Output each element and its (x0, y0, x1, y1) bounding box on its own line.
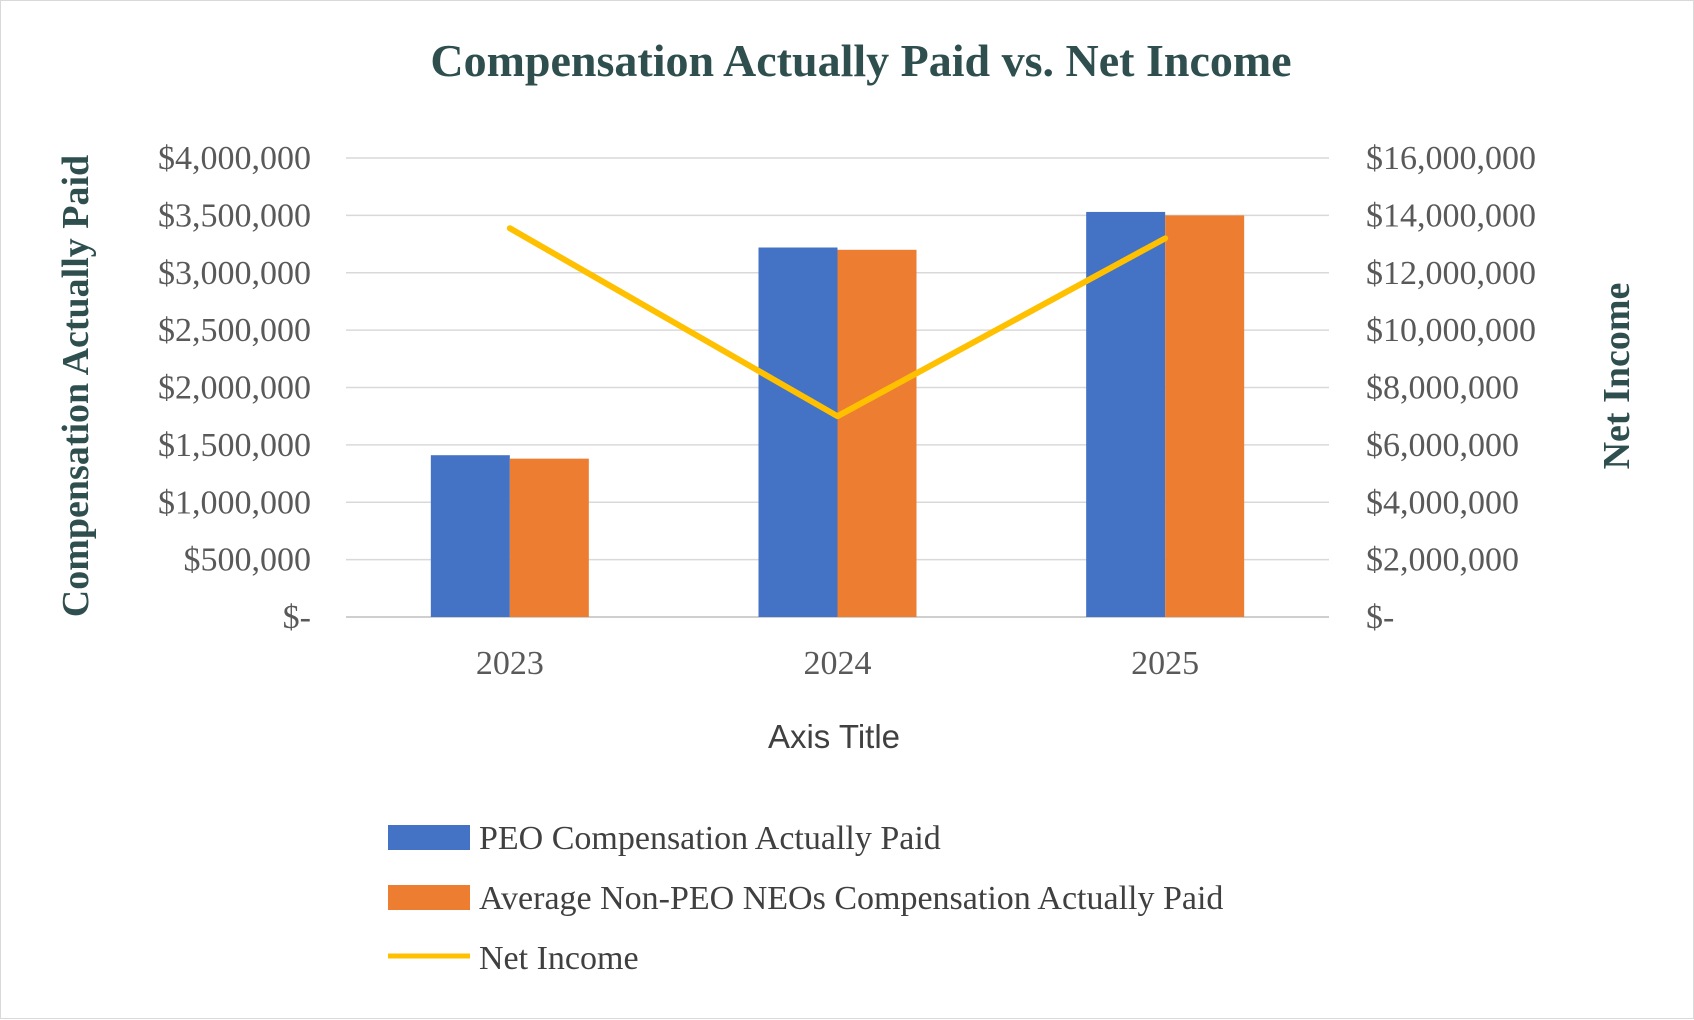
legend-label-non-peo: Average Non-PEO NEOs Compensation Actual… (479, 880, 1223, 917)
bar-peo-2023 (431, 455, 510, 617)
y2-tick-label: $14,000,000 (1366, 197, 1536, 234)
y2-tick-label: $12,000,000 (1366, 255, 1536, 292)
y-axis-title: Compensation Actually Paid (55, 155, 97, 617)
y-axis-ticks: $- $500,000 $1,000,000 $1,500,000 $2,000,000… (158, 140, 311, 636)
y2-axis-title: Net Income (1596, 283, 1638, 470)
y-tick-label: $500,000 (184, 542, 312, 579)
legend-label-net-income: Net Income (479, 940, 639, 977)
legend: PEO Compensation Actually Paid Average N… (388, 820, 1223, 977)
y2-tick-label: $2,000,000 (1366, 542, 1519, 579)
bar-non-peo-2023 (510, 459, 589, 617)
bar-peo-2024 (759, 248, 838, 617)
legend-label-peo: PEO Compensation Actually Paid (479, 820, 941, 857)
legend-swatch-non-peo (388, 885, 470, 910)
y-tick-label: $3,000,000 (158, 255, 311, 292)
y-tick-label: $1,500,000 (158, 427, 311, 464)
y2-tick-label: $6,000,000 (1366, 427, 1519, 464)
y2-tick-label: $- (1366, 599, 1394, 636)
y2-tick-label: $4,000,000 (1366, 484, 1519, 521)
x-tick-label: 2023 (476, 645, 544, 682)
y-tick-label: $- (283, 599, 311, 636)
y-tick-label: $4,000,000 (158, 140, 311, 177)
chart-title: Compensation Actually Paid vs. Net Incom… (430, 35, 1291, 86)
y2-tick-label: $16,000,000 (1366, 140, 1536, 177)
y-tick-label: $1,000,000 (158, 484, 311, 521)
y2-tick-label: $10,000,000 (1366, 312, 1536, 349)
bar-non-peo-2024 (838, 250, 917, 617)
x-axis-ticks: 2023 2024 2025 (476, 645, 1199, 682)
y-tick-label: $2,500,000 (158, 312, 311, 349)
y2-axis-ticks: $- $2,000,000 $4,000,000 $6,000,000 $8,000,0… (1366, 140, 1536, 636)
x-tick-label: 2025 (1131, 645, 1199, 682)
bar-non-peo-2025 (1165, 215, 1244, 617)
x-tick-label: 2024 (804, 645, 872, 682)
legend-swatch-peo (388, 825, 470, 850)
y-tick-label: $3,500,000 (158, 197, 311, 234)
x-axis-title: Axis Title (768, 718, 900, 755)
y2-tick-label: $8,000,000 (1366, 370, 1519, 407)
y-tick-label: $2,000,000 (158, 370, 311, 407)
